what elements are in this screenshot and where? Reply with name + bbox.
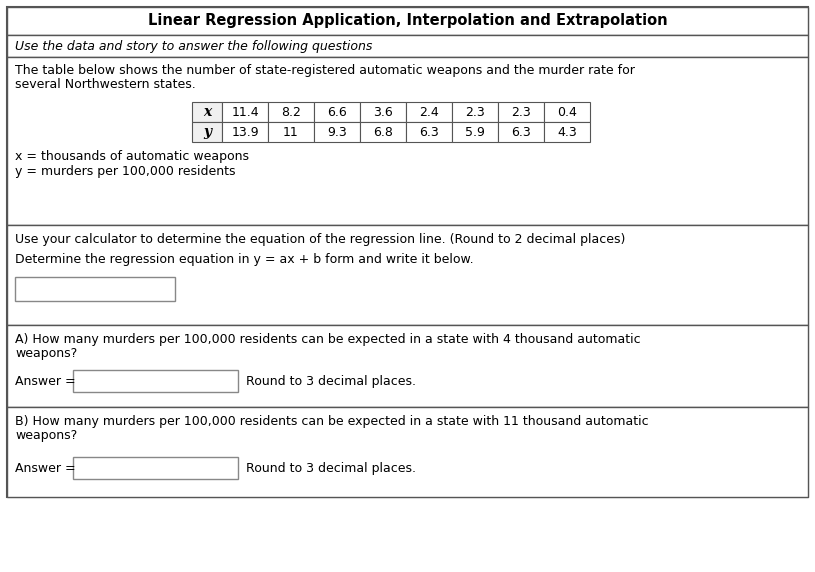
Bar (7, 225, 808, 325)
Text: 3.6: 3.6 (373, 105, 393, 118)
Bar (222, 102, 268, 122)
Text: Use your calculator to determine the equation of the regression line. (Round to : Use your calculator to determine the equ… (15, 233, 625, 246)
Bar (406, 102, 452, 122)
Bar (73, 457, 238, 479)
Text: Round to 3 decimal places.: Round to 3 decimal places. (246, 375, 416, 388)
Text: 2.3: 2.3 (511, 105, 531, 118)
Text: Round to 3 decimal places.: Round to 3 decimal places. (246, 462, 416, 475)
Bar (268, 102, 314, 122)
Text: y = murders per 100,000 residents: y = murders per 100,000 residents (15, 165, 236, 178)
Bar (7, 407, 808, 497)
Text: 13.9: 13.9 (231, 125, 259, 138)
Text: 5.9: 5.9 (465, 125, 485, 138)
Text: A) How many murders per 100,000 residents can be expected in a state with 4 thou: A) How many murders per 100,000 resident… (15, 333, 641, 346)
Bar (406, 122, 452, 142)
Text: weapons?: weapons? (15, 347, 77, 360)
Bar (192, 102, 222, 122)
Text: Use the data and story to answer the following questions: Use the data and story to answer the fol… (15, 40, 372, 53)
Bar (314, 122, 360, 142)
Text: 4.3: 4.3 (557, 125, 577, 138)
Text: The table below shows the number of state-registered automatic weapons and the m: The table below shows the number of stat… (15, 64, 635, 77)
Text: 11: 11 (283, 125, 299, 138)
Bar (452, 122, 498, 142)
Bar (360, 122, 406, 142)
Text: 8.2: 8.2 (281, 105, 301, 118)
Bar (15, 277, 175, 301)
Bar (7, 325, 808, 407)
Text: Answer =: Answer = (15, 462, 76, 475)
Bar (452, 102, 498, 122)
Text: 6.6: 6.6 (327, 105, 347, 118)
Text: x = thousands of automatic weapons: x = thousands of automatic weapons (15, 150, 249, 163)
Bar (544, 102, 590, 122)
Text: 6.8: 6.8 (373, 125, 393, 138)
Bar (192, 122, 222, 142)
Text: y: y (203, 125, 211, 139)
Bar (544, 122, 590, 142)
Bar (498, 102, 544, 122)
Bar (7, 57, 808, 225)
Text: 11.4: 11.4 (231, 105, 259, 118)
Bar (222, 122, 268, 142)
Bar (498, 122, 544, 142)
Text: several Northwestern states.: several Northwestern states. (15, 78, 196, 91)
Text: 2.4: 2.4 (419, 105, 438, 118)
Text: Determine the regression equation in y = ax + b form and write it below.: Determine the regression equation in y =… (15, 253, 474, 266)
Bar (7, 7, 808, 35)
Text: 0.4: 0.4 (557, 105, 577, 118)
Bar (268, 122, 314, 142)
Text: Answer =: Answer = (15, 375, 76, 388)
Text: x: x (203, 105, 211, 119)
Bar (7, 7, 808, 497)
Bar (73, 370, 238, 392)
Text: B) How many murders per 100,000 residents can be expected in a state with 11 tho: B) How many murders per 100,000 resident… (15, 415, 649, 428)
Text: 9.3: 9.3 (327, 125, 347, 138)
Text: Linear Regression Application, Interpolation and Extrapolation: Linear Regression Application, Interpola… (148, 14, 667, 29)
Text: 6.3: 6.3 (511, 125, 531, 138)
Text: 2.3: 2.3 (465, 105, 485, 118)
Bar (360, 102, 406, 122)
Text: 6.3: 6.3 (419, 125, 438, 138)
Bar (7, 35, 808, 57)
Text: weapons?: weapons? (15, 429, 77, 442)
Bar (314, 102, 360, 122)
